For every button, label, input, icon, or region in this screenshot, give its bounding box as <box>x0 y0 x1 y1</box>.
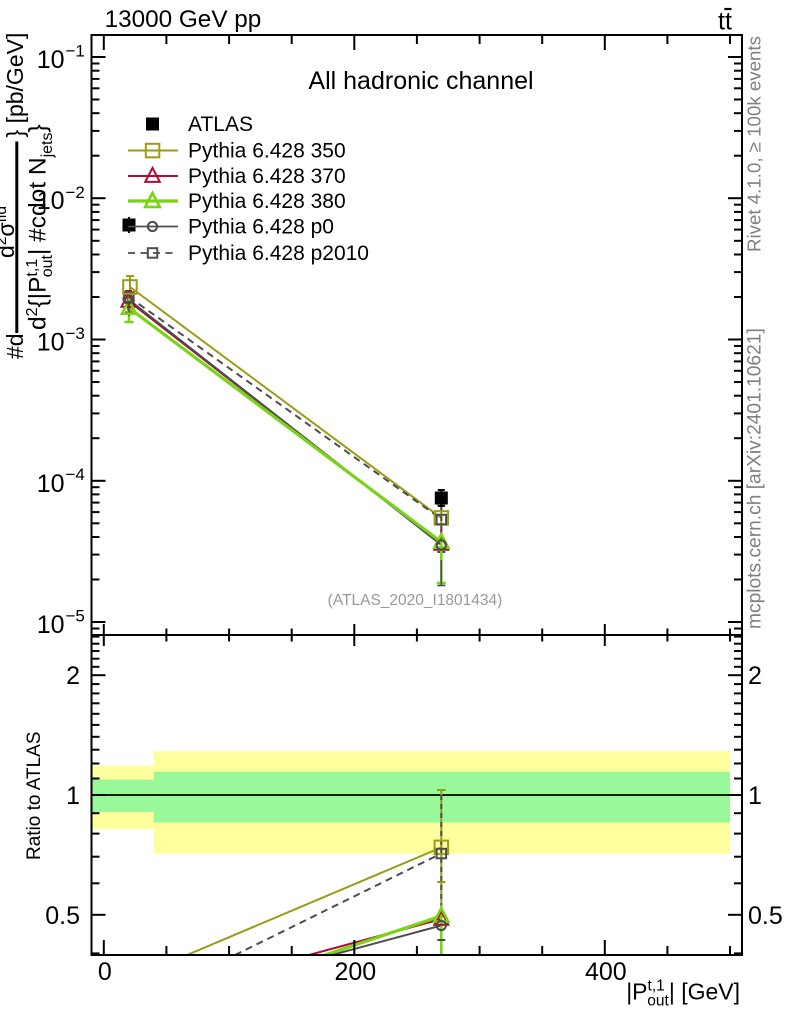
svg-text:tt: tt <box>718 8 732 36</box>
svg-text:0.5: 0.5 <box>748 902 783 930</box>
svg-text:400: 400 <box>585 958 627 986</box>
svg-text:10: 10 <box>37 611 65 639</box>
svg-text:10: 10 <box>37 46 65 74</box>
svg-text:10: 10 <box>37 329 65 357</box>
svg-text:Pythia 6.428 380: Pythia 6.428 380 <box>188 190 346 213</box>
svg-text:} [pb/GeV]: } [pb/GeV] <box>2 33 28 138</box>
svg-text:Pythia 6.428 p2010: Pythia 6.428 p2010 <box>188 242 369 265</box>
svg-text:−5: −5 <box>66 607 85 626</box>
svg-text:0: 0 <box>98 958 112 986</box>
svg-text:−4: −4 <box>66 465 85 484</box>
svg-text:Ratio to ATLAS: Ratio to ATLAS <box>24 732 45 861</box>
svg-text:10: 10 <box>37 187 65 215</box>
svg-text:|Pt,1out| [GeV]: |Pt,1 out| [GeV] <box>626 978 740 1010</box>
svg-text:Pythia 6.428 p0: Pythia 6.428 p0 <box>188 216 334 239</box>
svg-text:10: 10 <box>37 470 65 498</box>
svg-text:−2: −2 <box>66 183 85 202</box>
svg-text:13000 GeV pp: 13000 GeV pp <box>105 6 262 33</box>
svg-text:mcplots.cern.ch [arXiv:2401.10: mcplots.cern.ch [arXiv:2401.10621] <box>745 328 766 629</box>
svg-text:200: 200 <box>334 958 376 986</box>
svg-text:2: 2 <box>66 662 80 690</box>
svg-text:ATLAS: ATLAS <box>188 113 253 136</box>
svg-text:1: 1 <box>66 782 80 810</box>
svg-text:d2{|Pt,1out| #cdot Njets}: d2{|Pt,1out| #cdot Njets} <box>24 124 56 330</box>
svg-text:Pythia 6.428 370: Pythia 6.428 370 <box>188 165 346 188</box>
svg-text:−3: −3 <box>66 324 85 343</box>
svg-text:0.5: 0.5 <box>45 902 80 930</box>
svg-text:Pythia 6.428 350: Pythia 6.428 350 <box>188 140 346 163</box>
svg-text:(ATLAS_2020_I1801434): (ATLAS_2020_I1801434) <box>328 592 503 609</box>
svg-text:−1: −1 <box>66 42 85 61</box>
svg-text:2: 2 <box>748 662 762 690</box>
svg-text:1: 1 <box>748 782 762 810</box>
svg-text:Rivet 4.1.0, ≥ 100k events: Rivet 4.1.0, ≥ 100k events <box>744 36 765 252</box>
svg-text:#d: #d <box>2 333 28 359</box>
svg-text:All hadronic channel: All hadronic channel <box>308 67 533 95</box>
